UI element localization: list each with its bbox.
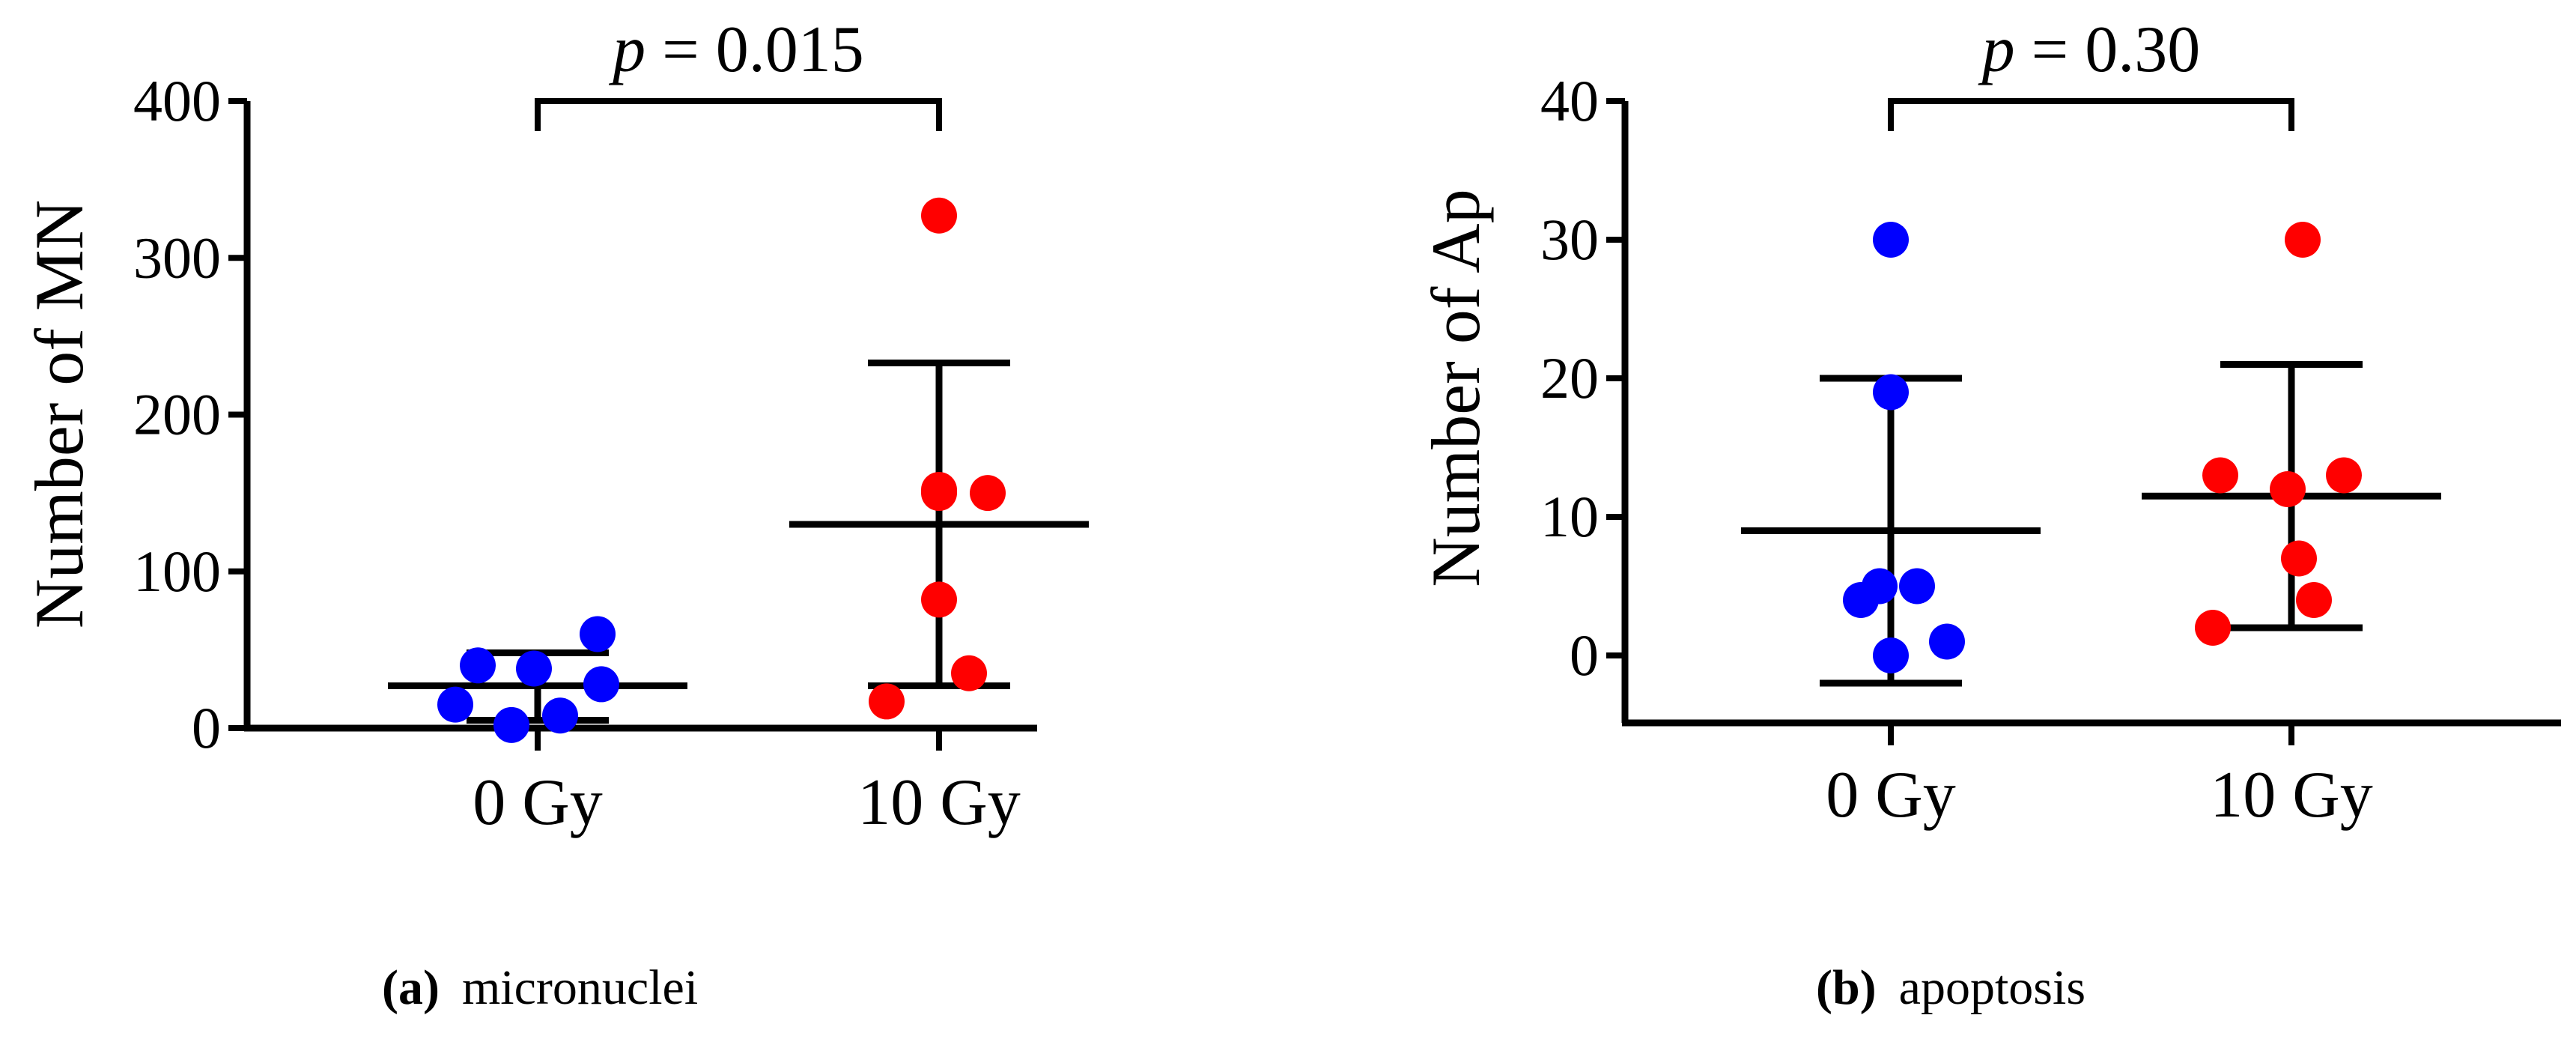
y-tick-label: 20 bbox=[1540, 345, 1599, 411]
y-tick-label: 40 bbox=[1540, 68, 1599, 133]
caption-tag: (b) bbox=[1816, 960, 1877, 1015]
data-point bbox=[1929, 623, 1965, 660]
caption-text: micronuclei bbox=[462, 960, 698, 1015]
panel-caption: (a) micronuclei bbox=[382, 960, 698, 1015]
data-point bbox=[1899, 568, 1935, 605]
y-tick-label: 300 bbox=[133, 225, 221, 290]
data-point bbox=[2285, 222, 2321, 258]
data-point bbox=[583, 666, 619, 703]
y-tick-label: 30 bbox=[1540, 207, 1599, 272]
significance-bracket bbox=[535, 98, 942, 131]
data-point bbox=[493, 706, 529, 743]
p-value-label: p = 0.015 bbox=[608, 13, 864, 86]
data-point bbox=[1873, 222, 1909, 258]
data-point bbox=[2326, 457, 2362, 494]
y-axis-label: Number of MN bbox=[21, 200, 97, 628]
panel-caption: (b) apoptosis bbox=[1816, 960, 2086, 1015]
x-tick-label: 10 Gy bbox=[857, 766, 1021, 839]
p-value-text: = 0.30 bbox=[2015, 13, 2201, 86]
y-tick-label: 100 bbox=[133, 539, 221, 604]
data-point bbox=[2296, 582, 2332, 618]
data-point bbox=[2195, 610, 2231, 646]
x-tick-label: 10 Gy bbox=[2210, 759, 2373, 831]
y-tick-label: 200 bbox=[133, 382, 221, 447]
data-point bbox=[921, 581, 957, 618]
data-point bbox=[580, 616, 616, 652]
x-tick-label: 0 Gy bbox=[473, 766, 603, 839]
data-point bbox=[516, 650, 552, 687]
data-point bbox=[2270, 471, 2306, 507]
significance-bracket bbox=[1888, 98, 2294, 131]
p-value-text: = 0.015 bbox=[645, 13, 864, 86]
data-point bbox=[921, 475, 957, 512]
data-point bbox=[1873, 637, 1909, 673]
data-point bbox=[869, 683, 905, 720]
data-point bbox=[1862, 568, 1898, 605]
data-point bbox=[2281, 540, 2317, 577]
data-point bbox=[2202, 457, 2238, 494]
data-point bbox=[951, 655, 987, 691]
caption-tag: (a) bbox=[382, 960, 440, 1015]
p-symbol: p bbox=[1978, 13, 2015, 86]
data-point bbox=[542, 697, 578, 734]
data-point bbox=[970, 475, 1006, 512]
caption-text: apoptosis bbox=[1899, 960, 2086, 1015]
y-axis-label: Number of Ap bbox=[1418, 189, 1494, 587]
data-point bbox=[1873, 374, 1909, 411]
y-tick-label: 10 bbox=[1540, 484, 1599, 549]
y-tick-label: 400 bbox=[133, 68, 221, 133]
data-point bbox=[460, 647, 496, 684]
x-tick-label: 0 Gy bbox=[1826, 759, 1956, 831]
data-point bbox=[921, 197, 957, 234]
p-value-label: p = 0.30 bbox=[1978, 13, 2201, 86]
p-symbol: p bbox=[608, 13, 645, 86]
data-point bbox=[437, 686, 473, 723]
y-tick-label: 0 bbox=[192, 695, 221, 760]
y-tick-label: 0 bbox=[1570, 623, 1599, 688]
